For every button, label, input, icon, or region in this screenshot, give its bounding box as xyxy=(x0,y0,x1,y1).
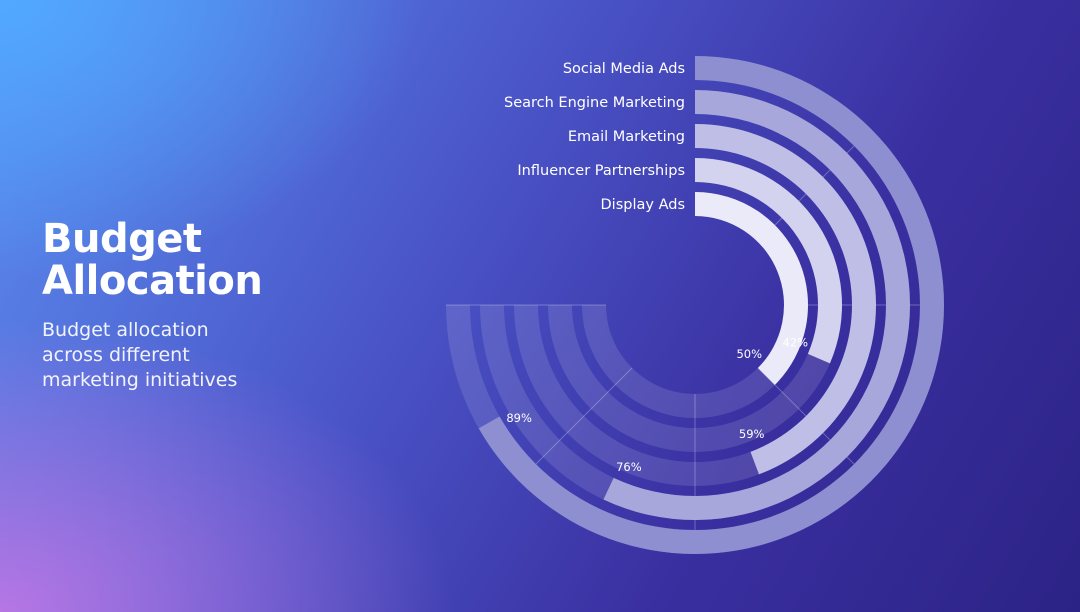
category-label-0: Social Media Ads xyxy=(563,61,685,77)
value-label-1: 76% xyxy=(616,460,642,474)
category-label-2: Email Marketing xyxy=(568,129,685,145)
bar-4[interactable] xyxy=(695,192,808,385)
page-title: Budget Allocation xyxy=(42,218,342,302)
value-label-4: 50% xyxy=(736,347,762,361)
grid-spoke-225 xyxy=(518,367,633,482)
value-label-3: 42% xyxy=(783,335,809,349)
title-block: Budget Allocation Budget allocation acro… xyxy=(42,218,342,393)
title-line-1: Budget xyxy=(42,216,202,262)
labels: Social Media Ads 89% Search Engine Marketi… xyxy=(504,61,808,474)
value-label-0: 89% xyxy=(506,411,532,425)
bars xyxy=(478,56,944,554)
page-subtitle: Budget allocation across different marke… xyxy=(42,319,238,391)
bar-3[interactable] xyxy=(695,158,842,364)
category-label-1: Search Engine Marketing xyxy=(504,95,685,111)
category-label-3: Influencer Partnerships xyxy=(517,163,685,179)
bar-2[interactable] xyxy=(695,124,877,475)
category-label-4: Display Ads xyxy=(601,197,685,213)
value-label-2: 59% xyxy=(739,427,765,441)
title-line-2: Allocation xyxy=(42,258,263,304)
